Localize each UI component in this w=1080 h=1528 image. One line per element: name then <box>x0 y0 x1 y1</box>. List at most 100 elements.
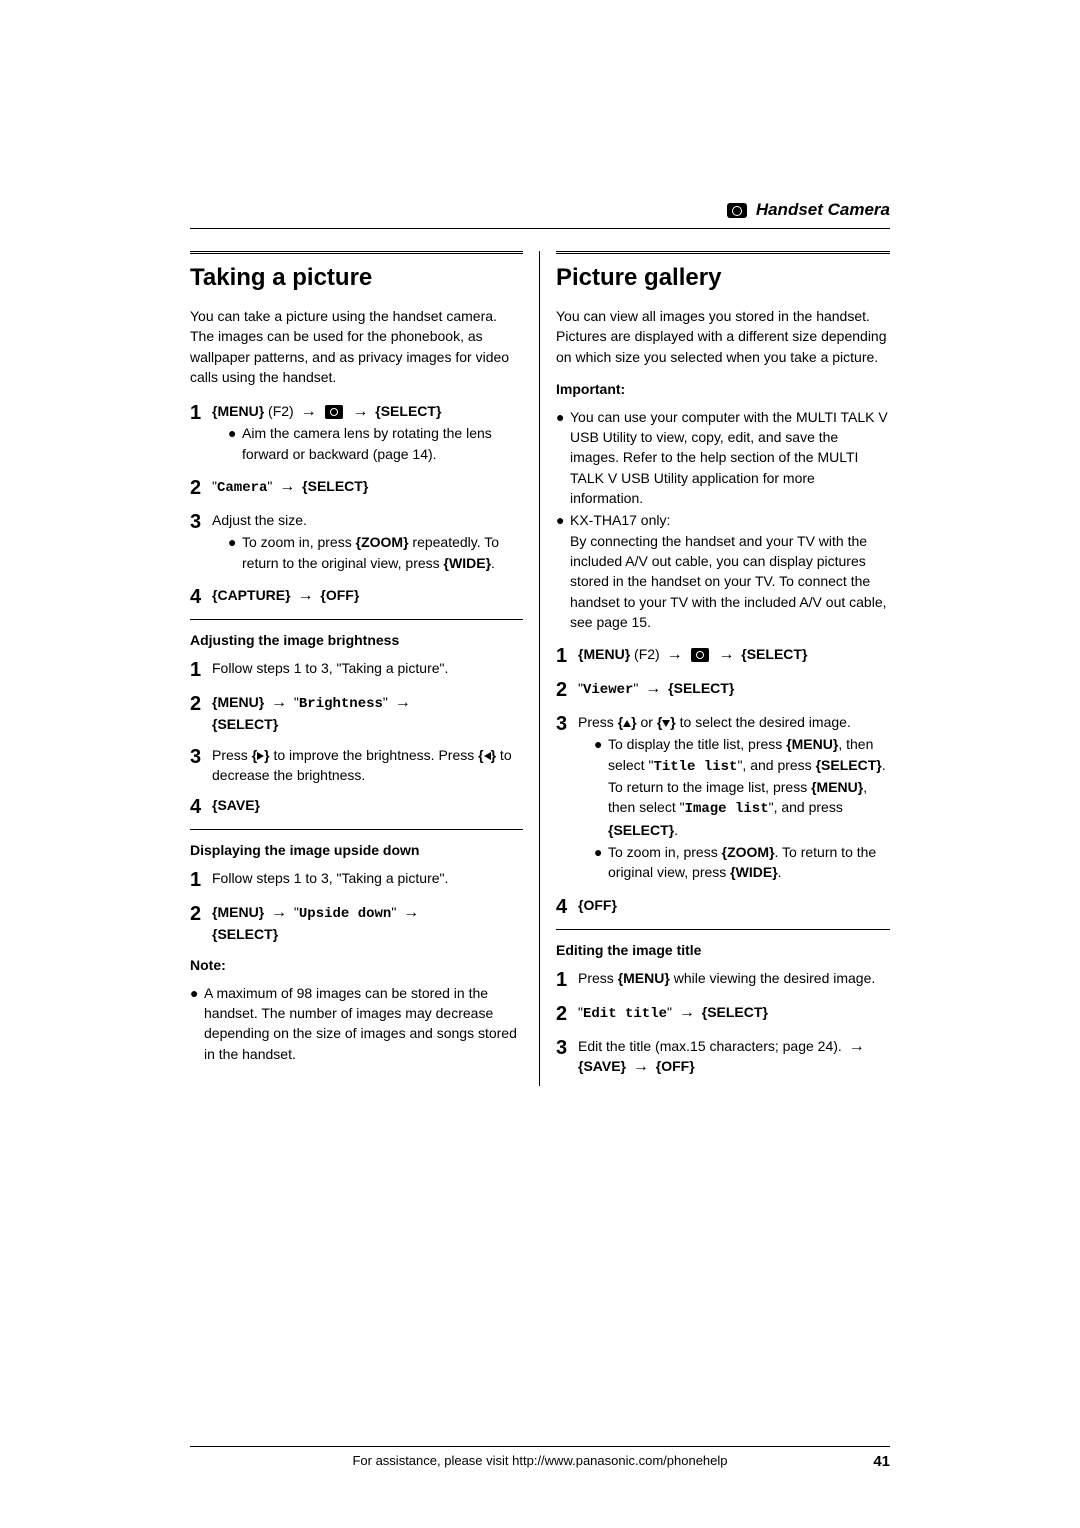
camera-icon <box>325 405 343 419</box>
important-label: Important: <box>556 381 890 397</box>
upside-step-2: 2 {MENU} → "Upside down" → {SELECT} <box>190 902 523 945</box>
step-number: 4 <box>190 795 212 819</box>
important-bullet1: You can use your computer with the MULTI… <box>570 407 890 508</box>
edit-step-1: 1 Press {MENU} while viewing the desired… <box>556 968 890 992</box>
r3b1c: ", and press <box>737 757 815 773</box>
menu-key: MENU <box>623 970 664 986</box>
step-number: 1 <box>190 658 212 682</box>
left-column: Taking a picture You can take a picture … <box>190 251 540 1086</box>
select-key: SELECT <box>747 646 802 662</box>
zoom-key: ZOOM <box>361 534 403 550</box>
r3-text: Press <box>578 714 618 730</box>
subhead-brightness: Adjusting the image brightness <box>190 632 523 648</box>
step-number: 3 <box>556 712 578 736</box>
edit-step-2: 2 "Edit title" → {SELECT} <box>556 1002 890 1026</box>
adj-step-4: 4 {SAVE} <box>190 795 523 819</box>
viewer-option: Viewer <box>583 682 633 698</box>
adj-step-2: 2 {MENU} → "Brightness" → {SELECT} <box>190 692 523 735</box>
header-rule <box>190 228 890 229</box>
footer-text: For assistance, please visit http://www.… <box>352 1453 727 1468</box>
step-number: 1 <box>556 644 578 668</box>
intro-text: You can view all images you stored in th… <box>556 306 890 367</box>
step-number: 2 <box>190 476 212 500</box>
up-arrow-icon <box>623 720 631 727</box>
imagelist-option: Image list <box>685 801 769 817</box>
r-step-2: 2 "Viewer" → {SELECT} <box>556 678 890 702</box>
edit-step-3: 3 Edit the title (max.15 characters; pag… <box>556 1036 890 1077</box>
off-key: OFF <box>326 587 354 603</box>
note-text: A maximum of 98 images can be stored in … <box>204 983 523 1064</box>
r3b2a: To zoom in, press <box>608 844 722 860</box>
subhead-edit-title: Editing the image title <box>556 942 890 958</box>
wide-key: WIDE <box>736 864 773 880</box>
subhead-upside: Displaying the image upside down <box>190 842 523 858</box>
select-key: SELECT <box>613 822 668 838</box>
step-3: 3 Adjust the size. ● To zoom in, press {… <box>190 510 523 575</box>
select-key: SELECT <box>217 926 272 942</box>
menu-key: MENU <box>583 646 624 662</box>
select-key: SELECT <box>707 1004 762 1020</box>
select-key: SELECT <box>217 716 272 732</box>
camera-icon <box>727 203 747 218</box>
section-title: Handset Camera <box>756 200 890 219</box>
menu-key: MENU <box>217 694 258 710</box>
r3-text2: or <box>637 714 657 730</box>
select-key: SELECT <box>674 680 729 696</box>
page-number: 41 <box>873 1453 890 1470</box>
page-section-header: Handset Camera <box>190 200 890 220</box>
important-bullet2a: KX-THA17 only: <box>570 512 670 528</box>
heading-picture-gallery: Picture gallery <box>556 264 890 292</box>
section-rule <box>556 251 890 254</box>
step3-bullet-text: To zoom in, press <box>242 534 356 550</box>
step1-bullet: Aim the camera lens by rotating the lens… <box>242 423 523 464</box>
right-column: Picture gallery You can view all images … <box>540 251 890 1086</box>
step-number: 2 <box>190 902 212 926</box>
save-key: SAVE <box>583 1058 620 1074</box>
f2-label: (F2) <box>268 403 294 419</box>
r-step-3: 3 Press {} or {} to select the desired i… <box>556 712 890 884</box>
r3b1a: To display the title list, press <box>608 736 786 752</box>
select-key: SELECT <box>821 757 876 773</box>
step-number: 1 <box>190 401 212 425</box>
adj-step-1: 1 Follow steps 1 to 3, "Taking a picture… <box>190 658 523 682</box>
intro-text: You can take a picture using the handset… <box>190 306 523 387</box>
divider <box>190 619 523 620</box>
step-number: 3 <box>556 1036 578 1060</box>
select-key: SELECT <box>381 403 436 419</box>
step-2: 2 "Camera" → {SELECT} <box>190 476 523 500</box>
camera-option: Camera <box>217 480 267 496</box>
adj-step-3: 3 Press {} to improve the brightness. Pr… <box>190 745 523 786</box>
r-step-4: 4 {OFF} <box>556 895 890 919</box>
f2-label: (F2) <box>634 646 660 662</box>
content-columns: Taking a picture You can take a picture … <box>190 251 890 1086</box>
r3b1f: ", and press <box>769 799 843 815</box>
off-key: OFF <box>661 1058 689 1074</box>
menu-key: MENU <box>217 904 258 920</box>
save-key: SAVE <box>217 797 254 813</box>
adj3-text: Press <box>212 747 252 763</box>
heading-taking-picture: Taking a picture <box>190 264 523 292</box>
upside-option: Upside down <box>299 906 391 922</box>
step3-text: Adjust the size. <box>212 510 523 530</box>
edittitle-option: Edit title <box>583 1006 667 1022</box>
titlelist-option: Title list <box>653 759 737 775</box>
menu-key: MENU <box>817 779 858 795</box>
edit1a: Press <box>578 970 618 986</box>
step-number: 4 <box>190 585 212 609</box>
upside-step-1: 1 Follow steps 1 to 3, "Taking a picture… <box>190 868 523 892</box>
menu-key: MENU <box>217 403 258 419</box>
section-rule <box>190 251 523 254</box>
step-number: 1 <box>190 868 212 892</box>
capture-key: CAPTURE <box>217 587 285 603</box>
edit1b: while viewing the desired image. <box>670 970 875 986</box>
edit3a: Edit the title (max.15 characters; page … <box>578 1038 846 1054</box>
step-number: 3 <box>190 745 212 769</box>
brightness-option: Brightness <box>299 696 383 712</box>
adj-step1-text: Follow steps 1 to 3, "Taking a picture". <box>212 658 523 678</box>
step-number: 4 <box>556 895 578 919</box>
divider <box>556 929 890 930</box>
step-number: 3 <box>190 510 212 534</box>
step-number: 2 <box>190 692 212 716</box>
off-key: OFF <box>583 897 611 913</box>
menu-key: MENU <box>792 736 833 752</box>
